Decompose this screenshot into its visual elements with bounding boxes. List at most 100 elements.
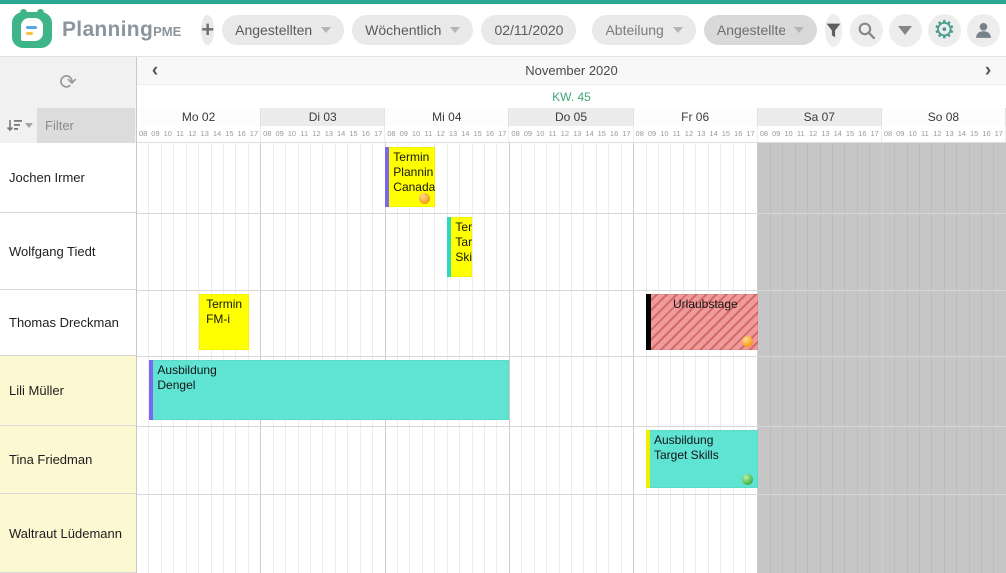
grid-hour-cell[interactable] bbox=[709, 143, 722, 573]
employee-row[interactable]: Lili Müller bbox=[0, 356, 136, 426]
grid-hour-cell[interactable] bbox=[224, 143, 237, 573]
grid-hour-cell[interactable] bbox=[982, 143, 995, 573]
grid-hour-cell[interactable] bbox=[187, 143, 200, 573]
grid-hour-cell[interactable] bbox=[199, 143, 212, 573]
grid-hour-cell[interactable] bbox=[671, 143, 684, 573]
grid-hour-cell[interactable] bbox=[783, 143, 796, 573]
event-block[interactable]: Urlaubstage bbox=[646, 294, 758, 350]
grid-hour-cell[interactable] bbox=[634, 143, 647, 573]
grid-hour-cell[interactable] bbox=[957, 143, 970, 573]
grid-hour-cell[interactable] bbox=[497, 143, 508, 573]
day-header[interactable]: Do 05 bbox=[509, 108, 634, 126]
grid-hour-cell[interactable] bbox=[758, 143, 771, 573]
grid-hour-cell[interactable] bbox=[771, 143, 784, 573]
employee-row[interactable]: Waltraut Lüdemann bbox=[0, 494, 136, 573]
grid-hour-cell[interactable] bbox=[584, 143, 597, 573]
grid-hour-cell[interactable] bbox=[361, 143, 374, 573]
grid-hour-cell[interactable] bbox=[746, 143, 757, 573]
date-picker[interactable]: 02/11/2020 bbox=[481, 15, 577, 45]
grid-day-column[interactable] bbox=[137, 143, 262, 573]
grid-day-column[interactable] bbox=[261, 143, 386, 573]
grid-hour-cell[interactable] bbox=[522, 143, 535, 573]
day-header[interactable]: Fr 06 bbox=[633, 108, 758, 126]
event-block[interactable]: Ausbildung Dengel bbox=[149, 360, 510, 420]
grid-hour-cell[interactable] bbox=[137, 143, 150, 573]
grid-hour-cell[interactable] bbox=[299, 143, 311, 573]
sort-button[interactable] bbox=[6, 119, 33, 133]
settings-button[interactable]: ⚙ bbox=[927, 13, 961, 47]
event-block[interactable]: Ausbildung Target Skills bbox=[646, 430, 758, 488]
grid-hour-cell[interactable] bbox=[286, 143, 299, 573]
next-week-button[interactable]: › bbox=[984, 59, 992, 81]
day-header[interactable]: Di 03 bbox=[261, 108, 386, 126]
grid-hour-cell[interactable] bbox=[734, 143, 746, 573]
grid-hour-cell[interactable] bbox=[609, 143, 622, 573]
grid-hour-cell[interactable] bbox=[149, 143, 162, 573]
grid-hour-cell[interactable] bbox=[696, 143, 709, 573]
grid-hour-cell[interactable] bbox=[597, 143, 610, 573]
grid-hour-cell[interactable] bbox=[336, 143, 349, 573]
grid-hour-cell[interactable] bbox=[684, 143, 697, 573]
employee-row[interactable]: Thomas Dreckman bbox=[0, 290, 136, 356]
grid-hour-cell[interactable] bbox=[261, 143, 274, 573]
grid-hour-cell[interactable] bbox=[659, 143, 672, 573]
grid-hour-cell[interactable] bbox=[821, 143, 833, 573]
grid-hour-cell[interactable] bbox=[348, 143, 361, 573]
grid-hour-cell[interactable] bbox=[323, 143, 336, 573]
grid-hour-cell[interactable] bbox=[994, 143, 1005, 573]
search-button[interactable] bbox=[849, 13, 883, 47]
grid-hour-cell[interactable] bbox=[535, 143, 548, 573]
grid-hour-cell[interactable] bbox=[883, 143, 896, 573]
grid-hour-cell[interactable] bbox=[572, 143, 585, 573]
grid-hour-cell[interactable] bbox=[647, 143, 659, 573]
employee-row[interactable]: Jochen Irmer bbox=[0, 143, 136, 213]
event-block[interactable]: Termin FM-i bbox=[199, 294, 249, 350]
grid-hour-cell[interactable] bbox=[410, 143, 423, 573]
department-filter-dropdown[interactable]: Abteilung bbox=[592, 15, 696, 45]
grid-hour-cell[interactable] bbox=[547, 143, 560, 573]
schedule-grid[interactable]: Termin Plannin Canada Ter Tar Skil Termin … bbox=[137, 143, 1006, 573]
employee-filter-dropdown[interactable]: Angestellte bbox=[703, 15, 817, 45]
user-profile-button[interactable] bbox=[966, 13, 1000, 47]
employee-row[interactable]: Wolfgang Tiedt bbox=[0, 213, 136, 290]
grid-hour-cell[interactable] bbox=[174, 143, 187, 573]
day-header[interactable]: Mi 04 bbox=[385, 108, 510, 126]
grid-hour-cell[interactable] bbox=[622, 143, 633, 573]
grid-hour-cell[interactable] bbox=[560, 143, 572, 573]
grid-hour-cell[interactable] bbox=[932, 143, 945, 573]
grid-hour-cell[interactable] bbox=[212, 143, 224, 573]
grid-hour-cell[interactable] bbox=[808, 143, 821, 573]
grid-hour-cell[interactable] bbox=[473, 143, 485, 573]
prev-week-button[interactable]: ‹ bbox=[151, 59, 159, 81]
grid-hour-cell[interactable] bbox=[510, 143, 523, 573]
grid-hour-cell[interactable] bbox=[398, 143, 411, 573]
grid-hour-cell[interactable] bbox=[435, 143, 448, 573]
event-block[interactable]: Ter Tar Skil bbox=[447, 217, 473, 277]
entity-view-dropdown[interactable]: Angestellten bbox=[222, 15, 345, 45]
grid-hour-cell[interactable] bbox=[448, 143, 461, 573]
more-views-button[interactable] bbox=[888, 13, 922, 47]
grid-hour-cell[interactable] bbox=[908, 143, 920, 573]
grid-hour-cell[interactable] bbox=[920, 143, 933, 573]
grid-hour-cell[interactable] bbox=[833, 143, 846, 573]
grid-hour-cell[interactable] bbox=[373, 143, 384, 573]
grid-hour-cell[interactable] bbox=[858, 143, 871, 573]
grid-hour-cell[interactable] bbox=[162, 143, 175, 573]
grid-hour-cell[interactable] bbox=[845, 143, 858, 573]
grid-hour-cell[interactable] bbox=[870, 143, 881, 573]
grid-hour-cell[interactable] bbox=[945, 143, 958, 573]
grid-hour-cell[interactable] bbox=[274, 143, 287, 573]
day-header[interactable]: Mo 02 bbox=[137, 108, 262, 126]
grid-hour-cell[interactable] bbox=[796, 143, 809, 573]
grid-day-column[interactable] bbox=[882, 143, 1006, 573]
refresh-icon[interactable]: ⟳ bbox=[59, 71, 77, 94]
grid-hour-cell[interactable] bbox=[895, 143, 908, 573]
grid-hour-cell[interactable] bbox=[721, 143, 734, 573]
app-logo[interactable]: PlanningPME bbox=[12, 9, 181, 48]
day-header[interactable]: So 08 bbox=[881, 108, 1006, 126]
day-header[interactable]: Sa 07 bbox=[757, 108, 882, 126]
grid-hour-cell[interactable] bbox=[485, 143, 498, 573]
add-task-button[interactable]: + bbox=[201, 15, 215, 45]
grid-day-column[interactable] bbox=[386, 143, 510, 573]
view-mode-dropdown[interactable]: Wöchentlich bbox=[352, 15, 474, 45]
